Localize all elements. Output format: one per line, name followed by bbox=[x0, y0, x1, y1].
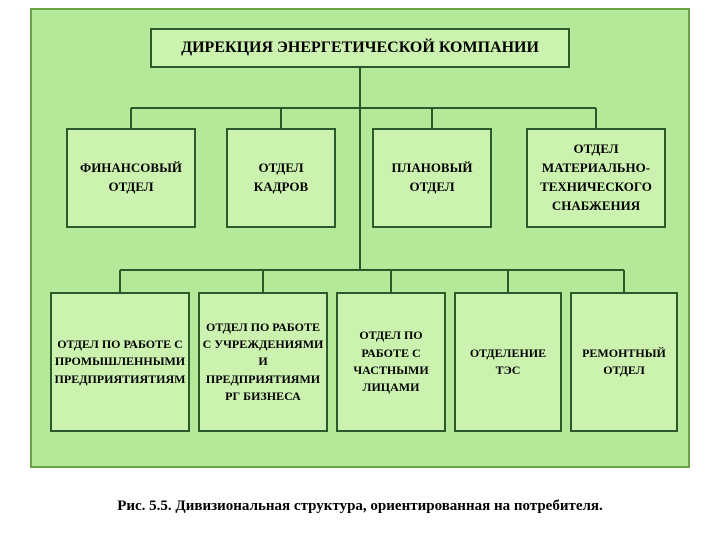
row2-node-2: ОТДЕЛ ПО РАБОТЕ С ЧАСТНЫМИ ЛИЦАМИ bbox=[336, 292, 446, 432]
row1-node-0: ФИНАНСОВЫЙ ОТДЕЛ bbox=[66, 128, 196, 228]
row2-node-1: ОТДЕЛ ПО РАБОТЕ С УЧРЕЖДЕНИЯМИ И ПРЕДПРИ… bbox=[198, 292, 328, 432]
org-chart: ДИРЕКЦИЯ ЭНЕРГЕТИЧЕСКОЙ КОМПАНИИ ФИНАНСОВ… bbox=[30, 8, 690, 468]
row1-node-1: ОТДЕЛ КАДРОВ bbox=[226, 128, 336, 228]
figure-caption: Рис. 5.5. Дивизиональная структура, орие… bbox=[0, 498, 720, 515]
row1-node-3: ОТДЕЛ МАТЕРИАЛЬНО-ТЕХНИЧЕСКОГО СНАБЖЕНИЯ bbox=[526, 128, 666, 228]
row1-node-2: ПЛАНОВЫЙ ОТДЕЛ bbox=[372, 128, 492, 228]
row2-node-4: РЕМОНТНЫЙ ОТДЕЛ bbox=[570, 292, 678, 432]
row2-node-0: ОТДЕЛ ПО РАБОТЕ С ПРОМЫШЛЕННЫМИ ПРЕДПРИЯ… bbox=[50, 292, 190, 432]
root-node: ДИРЕКЦИЯ ЭНЕРГЕТИЧЕСКОЙ КОМПАНИИ bbox=[150, 28, 570, 68]
row2-node-3: ОТДЕЛЕНИЕ ТЭС bbox=[454, 292, 562, 432]
